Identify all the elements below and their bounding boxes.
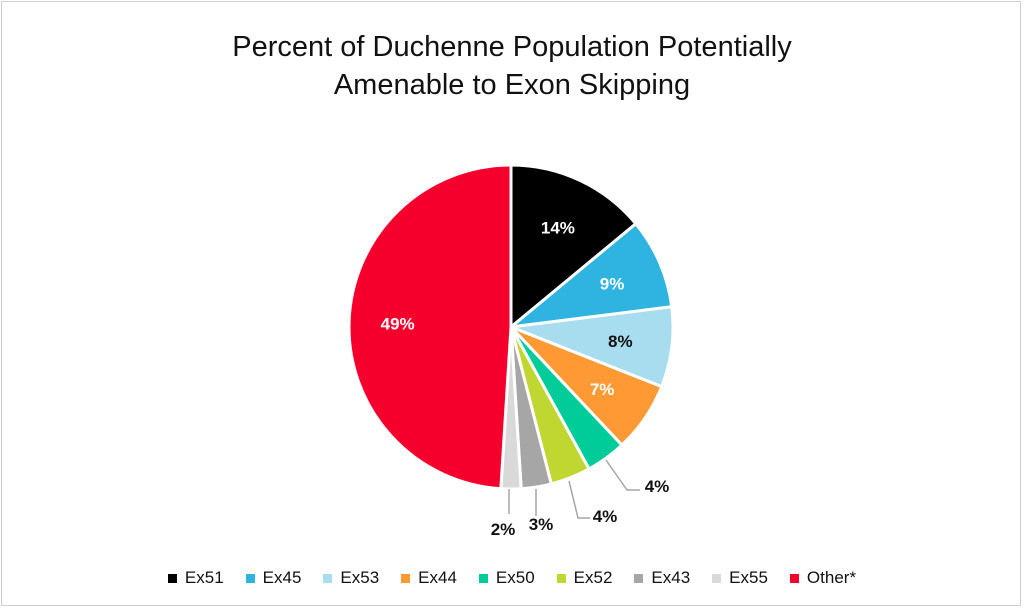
data-label: 14% [541, 218, 575, 237]
legend-item: Other* [789, 568, 857, 588]
legend-label: Ex50 [495, 568, 535, 587]
legend-label: Other* [806, 568, 857, 587]
legend-swatch [634, 573, 644, 583]
chart-title-line-2: Amenable to Exon Skipping [333, 69, 691, 101]
legend-item: Ex55 [712, 568, 768, 588]
legend-swatch [323, 573, 333, 583]
legend-label: Ex53 [340, 568, 380, 587]
legend-item: Ex44 [401, 568, 457, 588]
legend-swatch [556, 573, 566, 583]
legend-item: Ex51 [167, 568, 224, 588]
legend-item: Ex52 [556, 568, 613, 588]
legend-item: Ex45 [245, 568, 302, 588]
data-label: 49% [381, 314, 415, 333]
chart-title-line-1: Percent of Duchenne Population Potential… [232, 31, 792, 63]
chart-title: Percent of Duchenne Population Potential… [0, 28, 1024, 104]
data-label: 9% [600, 274, 625, 293]
legend-label: Ex44 [418, 568, 457, 587]
data-label: 4% [593, 507, 618, 526]
legend-swatch [478, 573, 488, 583]
legend-swatch [401, 573, 411, 583]
legend-item: Ex43 [634, 568, 690, 588]
data-label: 4% [645, 477, 670, 496]
leader-line [605, 459, 640, 491]
legend-swatch [167, 573, 177, 583]
legend-swatch [712, 573, 722, 583]
legend-label: Ex52 [573, 568, 613, 587]
legend-item: Ex50 [478, 568, 535, 588]
pie-slice-ex45 [506, 221, 674, 330]
data-label: 2% [491, 520, 516, 539]
legend-swatch [245, 573, 255, 583]
data-label: 8% [608, 332, 633, 351]
legend-item: Ex53 [323, 568, 379, 588]
legend: Ex51 Ex45 Ex53 Ex44 Ex50 Ex52 Ex43 Ex55 Other* [0, 568, 1024, 588]
leader-line [568, 480, 590, 519]
legend-swatch [789, 573, 799, 583]
legend-label: Ex43 [651, 568, 691, 587]
data-label: 3% [529, 515, 554, 534]
legend-label: Ex51 [184, 568, 224, 587]
data-label: 7% [590, 380, 615, 399]
pie-slice-ex51 [509, 163, 638, 331]
pie-slice-other [347, 163, 513, 491]
legend-label: Ex45 [262, 568, 302, 587]
legend-label: Ex55 [729, 568, 768, 587]
